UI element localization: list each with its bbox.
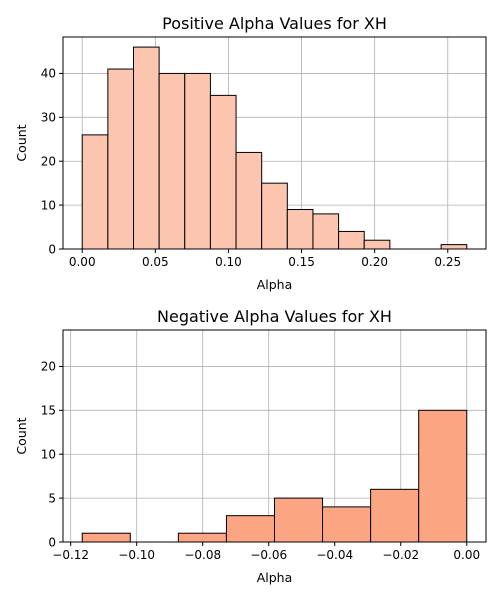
y-axis-ticks: 0 10 20 30 40 — [41, 67, 63, 256]
chart-title: Negative Alpha Values for XH — [157, 307, 392, 326]
y-tick-label: 5 — [48, 491, 56, 505]
histogram-bar-14 — [440, 244, 468, 250]
y-tick-label: 0 — [48, 242, 56, 256]
histogram-bar-0 — [81, 134, 109, 250]
x-tick-label: 0.15 — [288, 255, 315, 269]
x-tick-label: −0.06 — [250, 548, 287, 562]
x-tick-label: 0.00 — [69, 255, 96, 269]
histogram-bar-4 — [184, 72, 211, 250]
x-tick-label: −0.02 — [382, 548, 419, 562]
y-tick-label: 10 — [41, 198, 56, 212]
x-axis-ticks: −0.12 −0.10 −0.08 −0.06 −0.04 −0.02 0.00 — [52, 542, 480, 562]
x-tick-label: −0.12 — [52, 548, 89, 562]
x-tick-label: −0.10 — [118, 548, 155, 562]
histogram-bar-4 — [274, 497, 324, 543]
histogram-bar-1 — [107, 68, 135, 250]
y-axis-label: Count — [14, 417, 29, 454]
axes-frame — [62, 329, 487, 543]
histogram-bar-3 — [158, 72, 186, 250]
histogram-bar-5 — [322, 506, 372, 543]
histogram-bar-7 — [261, 182, 288, 250]
histogram-bar-0 — [81, 532, 131, 543]
x-axis-label: Alpha — [257, 277, 293, 292]
x-axis-ticks: 0.00 0.05 0.10 0.15 0.20 0.25 — [69, 249, 461, 269]
x-tick-label: −0.04 — [316, 548, 353, 562]
histogram-bar-2 — [133, 46, 160, 250]
y-tick-label: 20 — [41, 360, 56, 374]
x-tick-label: 0.00 — [453, 548, 480, 562]
histogram-bar-3 — [225, 515, 275, 543]
x-tick-label: 0.05 — [142, 255, 169, 269]
chart-title: Positive Alpha Values for XH — [162, 14, 387, 33]
histogram-bar-11 — [363, 239, 391, 250]
x-tick-label: 0.25 — [434, 255, 461, 269]
histogram-bar-7 — [418, 409, 468, 543]
y-tick-label: 10 — [41, 448, 56, 462]
y-tick-label: 30 — [41, 111, 56, 125]
x-tick-label: 0.10 — [215, 255, 242, 269]
y-tick-label: 0 — [48, 535, 56, 549]
histogram-bars — [81, 409, 468, 543]
histogram-bar-2 — [177, 532, 227, 543]
histogram-bar-5 — [209, 94, 237, 250]
histogram-bar-9 — [312, 213, 340, 250]
histogram-bar-8 — [286, 208, 314, 250]
y-tick-label: 20 — [41, 155, 56, 169]
y-tick-label: 15 — [41, 404, 56, 418]
histogram-bars — [81, 46, 468, 250]
x-tick-label: 0.20 — [361, 255, 388, 269]
y-axis-label: Count — [14, 124, 29, 161]
x-axis-label: Alpha — [257, 570, 293, 585]
histogram-bar-6 — [235, 151, 263, 250]
histogram-bar-6 — [370, 488, 420, 543]
x-tick-label: −0.08 — [184, 548, 221, 562]
axes-frame — [62, 36, 487, 250]
histogram-bar-10 — [338, 230, 365, 250]
y-tick-label: 40 — [41, 67, 56, 81]
chart-negative-alpha: −0.12 −0.10 −0.08 −0.06 −0.04 −0.02 0.00 0 5 10 15… — [14, 307, 487, 585]
y-axis-ticks: 0 5 10 15 20 — [41, 360, 63, 549]
chart-positive-alpha: 0.00 0.05 0.10 0.15 0.20 0.25 0 10 20 30 40 Positiv… — [14, 14, 487, 292]
